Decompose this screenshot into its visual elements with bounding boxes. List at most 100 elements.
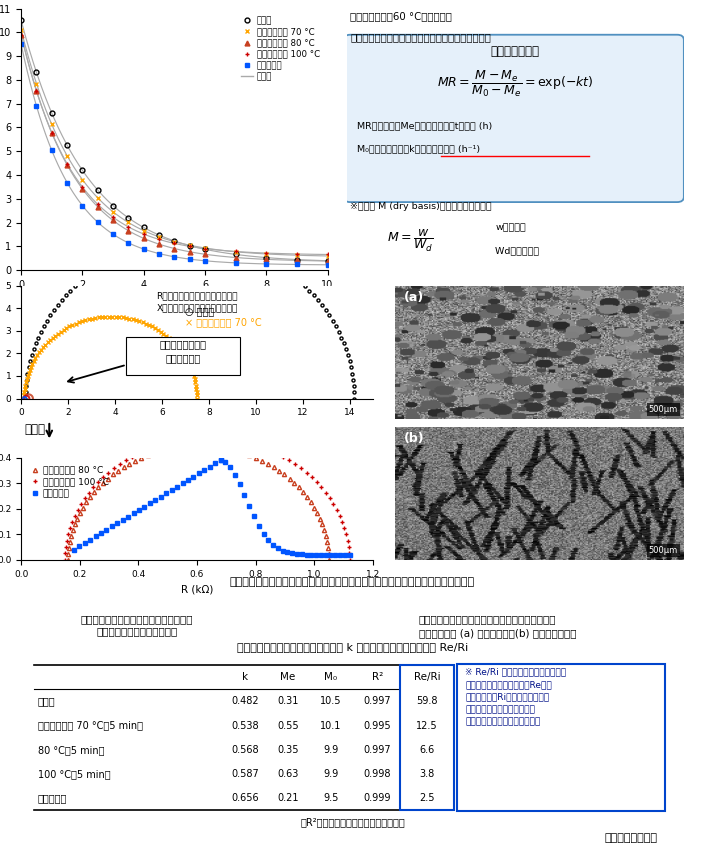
凍結・解凍 — [250, 511, 258, 522]
Text: 0.568: 0.568 — [231, 745, 259, 755]
ブランチング 100 °C — [78, 182, 87, 192]
ブランチング 80 °C — [78, 184, 87, 194]
凍結・解凍 — [70, 545, 78, 555]
Text: 100 °C（5 min）: 100 °C（5 min） — [38, 769, 111, 779]
Text: $M = \dfrac{w}{W_d}$: $M = \dfrac{w}{W_d}$ — [387, 228, 434, 254]
ブランチング 80 °C — [124, 226, 133, 236]
ブランチング 80 °C — [64, 555, 73, 565]
ブランチング 80 °C — [82, 497, 90, 507]
未処理 — [17, 15, 25, 26]
ブランチング 80 °C — [103, 474, 111, 484]
ブランチング 80 °C — [185, 246, 194, 257]
Line: 凍結・解凍: 凍結・解凍 — [19, 42, 330, 267]
凍結・解凍 — [201, 256, 209, 266]
Text: w：水分量: w：水分量 — [495, 223, 526, 232]
未処理 — [231, 250, 240, 260]
ブランチング 80 °C — [125, 458, 133, 468]
ブランチング 100 °C — [155, 234, 164, 245]
ブランチング 80 °C — [114, 465, 122, 475]
ブランチング 70 °C — [201, 243, 209, 253]
ブランチング 100 °C — [262, 248, 271, 258]
凍結・解凍 — [178, 478, 187, 488]
ブランチング 80 °C — [262, 254, 271, 264]
未処理 — [63, 140, 71, 150]
Text: 0.995: 0.995 — [364, 721, 391, 731]
ブランチング 70 °C — [63, 150, 71, 160]
ブランチング 70 °C — [231, 246, 240, 257]
Text: 0.55: 0.55 — [277, 721, 299, 731]
Text: 3.8: 3.8 — [419, 769, 435, 779]
Text: R²: R² — [372, 672, 383, 682]
凍結・解凍 — [78, 201, 87, 211]
ブランチング 70 °C — [94, 193, 102, 203]
ブランチング 100 °C — [201, 244, 209, 254]
ブランチング 80 °C — [63, 160, 71, 170]
凍結・解凍 — [262, 259, 271, 269]
ブランチング 80 °C — [94, 202, 102, 212]
ブランチング 100 °C — [116, 459, 124, 469]
Text: 10.1: 10.1 — [320, 721, 342, 731]
FancyBboxPatch shape — [457, 664, 666, 812]
未処理 — [170, 236, 178, 246]
Text: 凍結・解凍: 凍結・解凍 — [38, 793, 67, 803]
ブランチング 100 °C — [200, 433, 208, 444]
未処理 — [47, 108, 56, 118]
Text: 円弧が小さいほど
細胞膜が損傷: 円弧が小さいほど 細胞膜が損傷 — [159, 339, 207, 363]
ブランチング 100 °C — [47, 128, 56, 138]
Line: ブランチング 80 °C: ブランチング 80 °C — [19, 33, 330, 263]
Text: 500μm: 500μm — [649, 546, 678, 554]
ブランチング 100 °C — [231, 246, 240, 257]
ブランチング 70 °C — [293, 250, 301, 260]
Line: ブランチング 100 °C: ブランチング 100 °C — [19, 33, 330, 257]
ブランチング 100 °C — [94, 199, 102, 209]
ブランチング 70 °C — [47, 119, 56, 130]
ブランチング 80 °C — [109, 215, 117, 226]
未処理 — [32, 67, 41, 77]
ブランチング 100 °C — [185, 241, 194, 251]
Text: (b): (b) — [404, 432, 424, 445]
FancyBboxPatch shape — [400, 665, 454, 810]
ブランチング 100 °C — [128, 451, 136, 462]
凍結・解凍 — [170, 251, 178, 262]
Text: 12.5: 12.5 — [416, 721, 438, 731]
Line: ブランチング 80 °C: ブランチング 80 °C — [66, 444, 331, 562]
ブランチング 80 °C — [201, 249, 209, 259]
凍結・解凍 — [231, 257, 240, 268]
凍結・解凍 — [155, 249, 164, 259]
ブランチング 100 °C — [324, 250, 332, 260]
Text: ・各前処理後，60 °Cで熱風乾燥: ・各前処理後，60 °Cで熱風乾燥 — [350, 11, 452, 21]
Text: 表１　各試料における乾燥速度定数 k および細胞膜の健全性指標 Re/Ri: 表１ 各試料における乾燥速度定数 k および細胞膜の健全性指標 Re/Ri — [237, 642, 468, 652]
Text: 59.8: 59.8 — [417, 697, 438, 706]
ブランチング 80 °C — [155, 239, 164, 250]
Text: 0.63: 0.63 — [277, 769, 299, 779]
凍結・解凍 — [32, 101, 41, 112]
未処理 — [201, 245, 209, 255]
凍結・解凍 — [216, 455, 225, 465]
Text: 図１　未処理および各種前処理を施したニンジン切片の乾燥時における含水率変化: 図１ 未処理および各種前処理を施したニンジン切片の乾燥時における含水率変化 — [230, 577, 475, 587]
Text: M₀: M₀ — [324, 672, 338, 682]
Text: X：電気インピーダンスの虚数部: X：電気インピーダンスの虚数部 — [157, 303, 238, 311]
ブランチング 80 °C — [252, 453, 260, 463]
Text: 0.997: 0.997 — [364, 697, 391, 706]
Text: 9.5: 9.5 — [324, 793, 338, 803]
凍結・解凍 — [259, 529, 268, 539]
未処理 — [293, 255, 301, 265]
FancyBboxPatch shape — [125, 336, 240, 375]
未処理 — [155, 230, 164, 240]
Legend: 未処理, ブランチング 70 °C, ブランチング 80 °C, ブランチング 100 °C, 凍結・解凍, 近似値: 未処理, ブランチング 70 °C, ブランチング 80 °C, ブランチング … — [238, 13, 323, 85]
Text: × ブランチング 70 °C: × ブランチング 70 °C — [185, 317, 262, 328]
X-axis label: R (kΩ): R (kΩ) — [181, 584, 213, 595]
ブランチング 100 °C — [109, 212, 117, 222]
Text: 0.31: 0.31 — [277, 697, 299, 706]
ブランチング 100 °C — [170, 239, 178, 249]
未処理 — [324, 256, 332, 266]
ブランチング 70 °C — [124, 217, 133, 227]
未処理 — [78, 166, 87, 176]
ブランチング 80 °C — [131, 456, 140, 466]
ブランチング 80 °C — [293, 255, 301, 265]
ブランチング 80 °C — [140, 233, 148, 244]
未処理 — [185, 240, 194, 251]
凍結・解凍 — [124, 238, 133, 248]
Text: ・一次反応モデルの近似により乾燥速度定数を算出: ・一次反応モデルの近似により乾燥速度定数を算出 — [350, 32, 491, 42]
Text: 0.587: 0.587 — [231, 769, 259, 779]
